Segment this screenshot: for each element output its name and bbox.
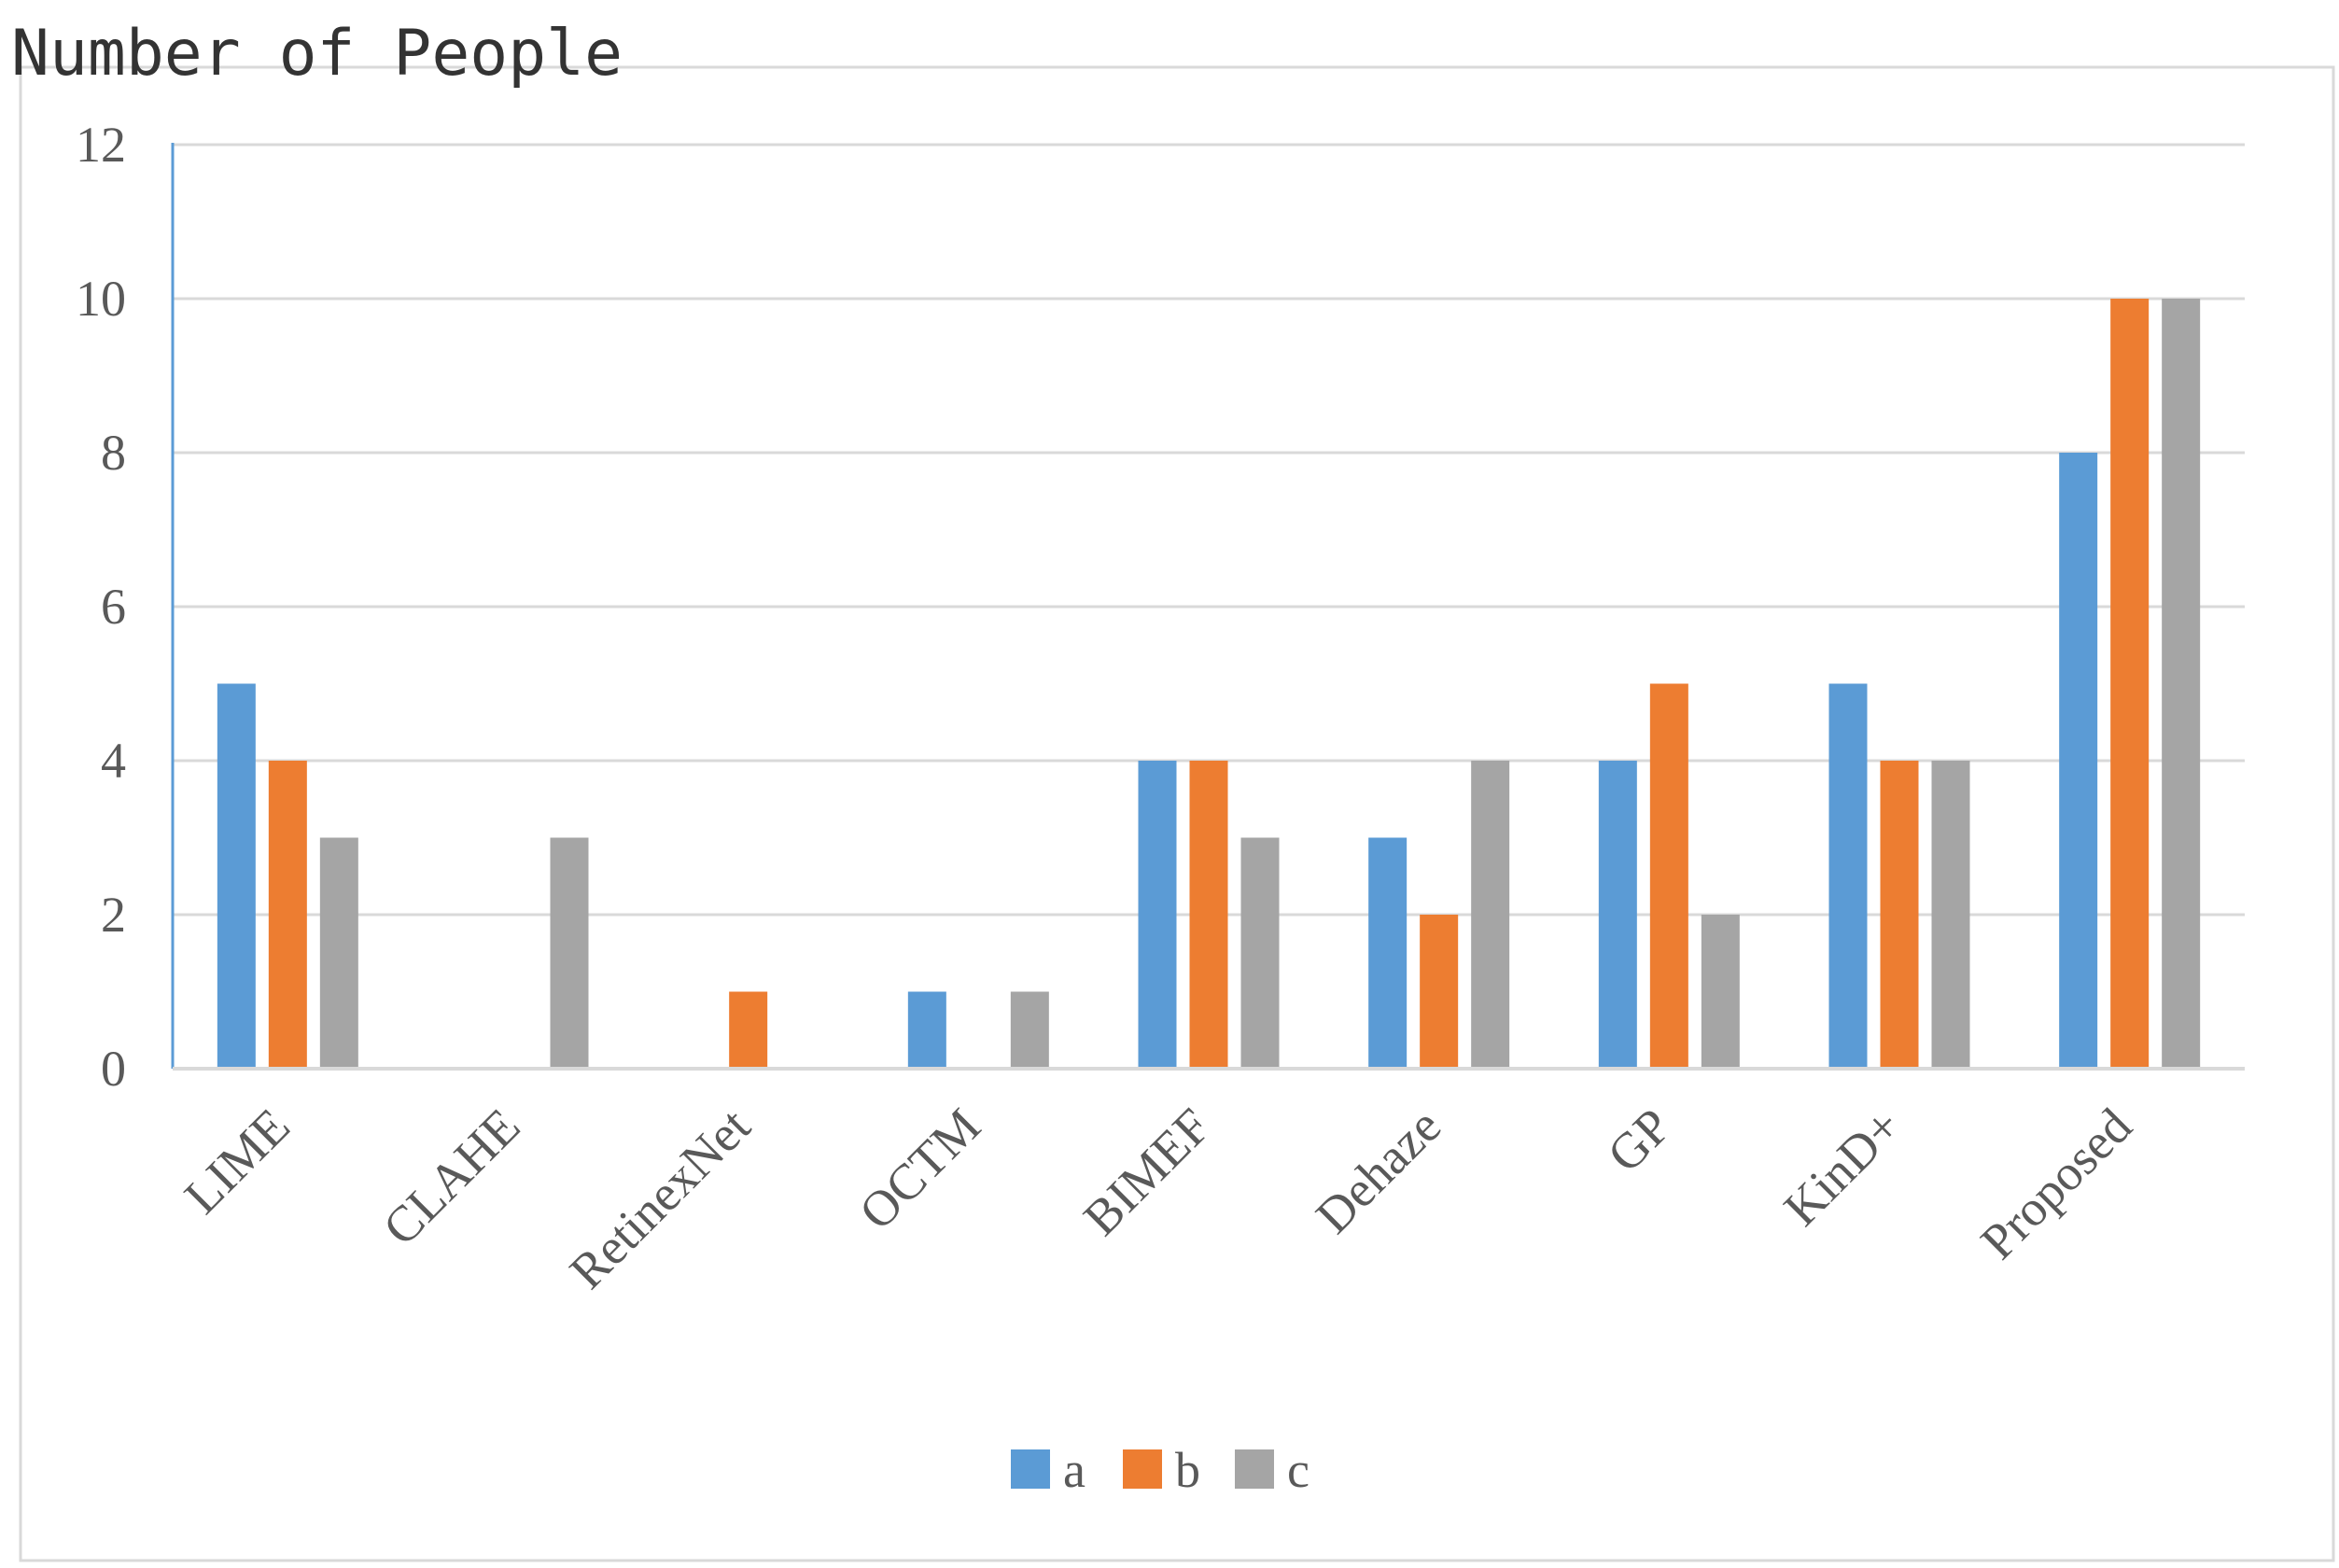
y-axis-title: Number of People (11, 17, 623, 91)
legend: a b c (1011, 1442, 1310, 1498)
legend-swatch-b (1123, 1449, 1162, 1489)
x-category-label: GP (1597, 1098, 1682, 1183)
legend-swatch-a (1011, 1449, 1050, 1489)
x-category-label: KinD+ (1773, 1098, 1912, 1237)
legend-swatch-c (1235, 1449, 1274, 1489)
bar-c-bimef (1240, 837, 1280, 1069)
y-tick-label: 12 (76, 117, 126, 173)
bar-a-bimef (1138, 761, 1177, 1069)
bar-b-bimef (1189, 761, 1228, 1069)
y-tick-label: 2 (101, 887, 126, 943)
x-category-label: LIME (174, 1098, 301, 1225)
bar-a-lime (217, 683, 256, 1069)
x-category-label: Proposed (1970, 1098, 2143, 1270)
y-tick-label: 4 (101, 733, 126, 789)
bar-c-lime (319, 837, 358, 1069)
bar-a-dehaze (1368, 837, 1408, 1069)
bar-a-proposed (2059, 453, 2098, 1069)
bar-b-dehaze (1420, 915, 1459, 1069)
legend-label-b: b (1175, 1442, 1200, 1498)
bars (217, 299, 2201, 1069)
x-category-label: Dehaze (1305, 1098, 1451, 1244)
y-tick-label: 8 (101, 425, 126, 481)
bar-c-dehaze (1471, 761, 1510, 1069)
bar-c-clahe (550, 837, 589, 1069)
x-category-label: OCTM (848, 1098, 991, 1240)
x-category-label: CLAHE (372, 1098, 531, 1256)
bar-b-proposed (2110, 299, 2150, 1069)
bar-b-retinexnet (729, 991, 768, 1069)
y-tick-label: 0 (101, 1041, 126, 1097)
bar-b-gp (1649, 683, 1688, 1069)
bar-c-gp (1701, 915, 1740, 1069)
chart-frame (19, 65, 2335, 1562)
bar-a-gp (1598, 761, 1637, 1069)
legend-label-c: c (1287, 1442, 1310, 1498)
bar-c-octm (1010, 991, 1049, 1069)
x-category-label: BIMEF (1072, 1098, 1221, 1246)
bar-b-lime (268, 761, 307, 1069)
bar-c-proposed (2162, 299, 2201, 1069)
y-tick-label: 6 (101, 579, 126, 635)
legend-label-a: a (1063, 1442, 1085, 1498)
bar-a-kind (1828, 683, 1868, 1069)
axes (171, 143, 2245, 1071)
bar-b-kind (1880, 761, 1919, 1069)
y-tick-label: 10 (76, 271, 126, 327)
x-category-labels: LIME CLAHE RetinexNet OCTM BIMEF Dehaze GP KinD… (174, 1098, 2142, 1299)
y-tick-labels: 0 2 4 6 8 10 12 (76, 117, 126, 1097)
bar-a-octm (907, 991, 946, 1069)
x-category-label: RetinexNet (559, 1098, 761, 1299)
bar-c-kind (1931, 761, 1970, 1069)
